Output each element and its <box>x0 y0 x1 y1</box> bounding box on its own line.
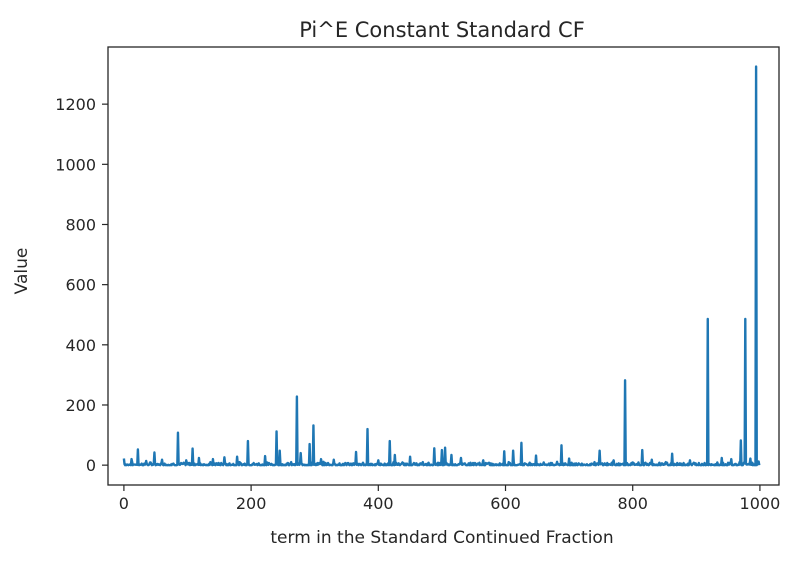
x-tick-label: 600 <box>490 494 521 513</box>
plot-area <box>122 65 761 467</box>
axes-frame <box>107 46 780 486</box>
y-tick-label: 1200 <box>55 95 96 114</box>
y-tick-label: 800 <box>65 215 96 234</box>
y-tick-label: 600 <box>65 276 96 295</box>
y-axis: 0 200 400 600 800 1000 1200 <box>55 95 108 475</box>
y-tick-label: 400 <box>65 336 96 355</box>
y-axis-label: Value <box>12 248 32 295</box>
x-tick-label: 800 <box>617 494 648 513</box>
chart-title: Pi^E Constant Standard CF <box>299 18 585 42</box>
x-tick-label: 400 <box>363 494 394 513</box>
y-tick-label: 0 <box>86 456 96 475</box>
x-tick-label: 0 <box>119 494 129 513</box>
x-tick-label: 200 <box>236 494 267 513</box>
x-axis-label: term in the Standard Continued Fraction <box>270 528 613 548</box>
x-axis: 0 200 400 600 800 1000 <box>119 485 780 513</box>
series-line <box>122 65 761 467</box>
x-tick-label: 1000 <box>740 494 781 513</box>
y-tick-label: 200 <box>65 396 96 415</box>
y-tick-label: 1000 <box>55 155 96 174</box>
